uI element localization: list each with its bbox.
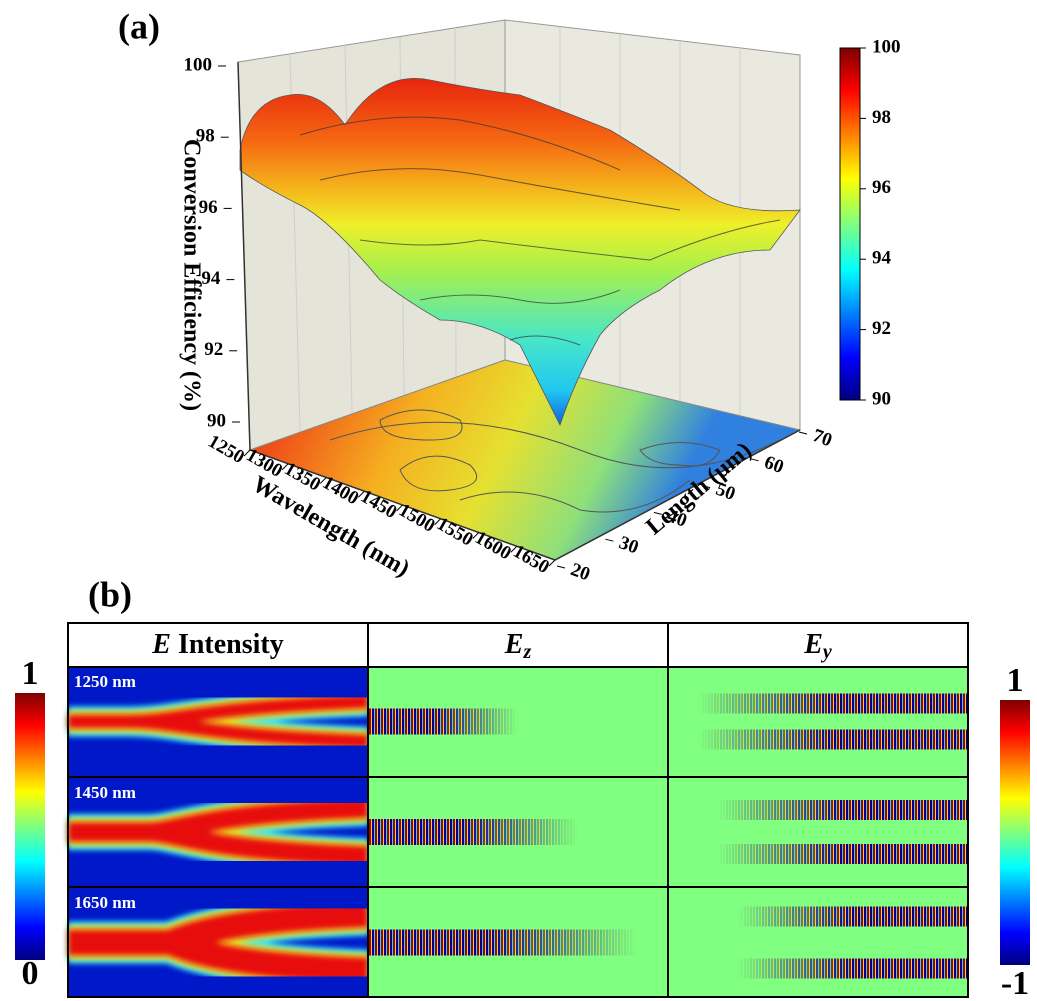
ey-band (738, 958, 968, 979)
column-header: Ey (803, 629, 832, 662)
column-header-cell (68, 623, 368, 667)
y-tick-label: 20 (568, 559, 593, 585)
x-tick (434, 518, 441, 526)
surface-contours (299, 116, 781, 346)
y-tick (798, 431, 808, 435)
x-tick (396, 504, 403, 512)
ey-band (738, 906, 968, 927)
x-tick (319, 477, 327, 484)
column-header: E Intensity (151, 629, 283, 660)
ez-band (368, 929, 638, 956)
colorbar-max: 1 (22, 655, 39, 692)
ey-band (698, 693, 968, 714)
ey-bg (668, 778, 968, 886)
surface (239, 78, 801, 427)
ey-band (698, 729, 968, 750)
colorbar-field (1000, 700, 1030, 965)
y-tick-label: 30 (616, 532, 641, 558)
y-tick (702, 485, 711, 489)
intensity-band (68, 798, 369, 866)
ez-band (368, 708, 518, 735)
ey-band (718, 844, 968, 864)
x-tick (472, 532, 480, 539)
ey-bg (668, 888, 968, 997)
x-tick (358, 490, 365, 498)
header-subscript: y (821, 641, 832, 663)
colorbar-tick-label: 92 (872, 318, 891, 339)
z-tick-label: 94 (201, 268, 221, 289)
ey-bg (668, 667, 968, 776)
row-label: 1450 nm (74, 783, 136, 802)
colorbar-min: -1 (1001, 965, 1029, 1001)
z-tick-label: 90 (207, 410, 226, 431)
y-tick (750, 458, 759, 462)
z-tick-label: 98 (196, 126, 215, 147)
y-tick (653, 511, 662, 515)
x-tick (243, 449, 251, 457)
colorbar-tick-label: 94 (872, 248, 892, 269)
colorbar-a (839, 47, 861, 401)
row-label: 1250 nm (74, 672, 136, 691)
x-tick (281, 463, 289, 471)
header-symbol: E (803, 629, 823, 660)
z-tick-label: 96 (199, 197, 218, 218)
panel-label: (a) (118, 6, 160, 46)
z-tick-label: 92 (204, 339, 223, 360)
column-header-cell (368, 623, 668, 667)
row-label: 1650 nm (74, 893, 136, 912)
column-header-cell (668, 623, 968, 667)
y-tick (605, 538, 614, 542)
colorbar-min: 0 (22, 955, 39, 992)
header-text: Intensity (171, 629, 284, 660)
ey-band (718, 800, 968, 820)
x-tick (548, 559, 556, 567)
y-tick-label: 60 (761, 452, 786, 478)
intensity-band (68, 901, 369, 984)
colorbar-intensity (15, 693, 45, 960)
header-symbol: E (151, 629, 171, 660)
y-tick (556, 565, 566, 569)
x-tick (510, 545, 518, 553)
z-tick-label: 100 (184, 54, 213, 75)
table-frame (67, 622, 969, 998)
header-symbol: E (504, 629, 524, 660)
panel-label: (b) (88, 574, 132, 614)
x-tick-label: 1250 (204, 431, 247, 468)
z-axis-title: Conversion Efficiency (%) (178, 139, 204, 411)
colorbar-tick-label: 100 (872, 36, 901, 57)
intensity-band (68, 694, 369, 749)
colorbar-max: 1 (1007, 662, 1024, 699)
colorbar-tick-label: 90 (872, 388, 891, 409)
y-tick-label: 70 (810, 425, 835, 451)
header-subscript: z (522, 641, 531, 663)
column-header: Ez (504, 629, 532, 662)
ez-band (368, 819, 578, 845)
colorbar-tick-label: 98 (872, 107, 891, 128)
floor-contours (329, 409, 781, 513)
colorbar-tick-label: 96 (872, 177, 891, 198)
